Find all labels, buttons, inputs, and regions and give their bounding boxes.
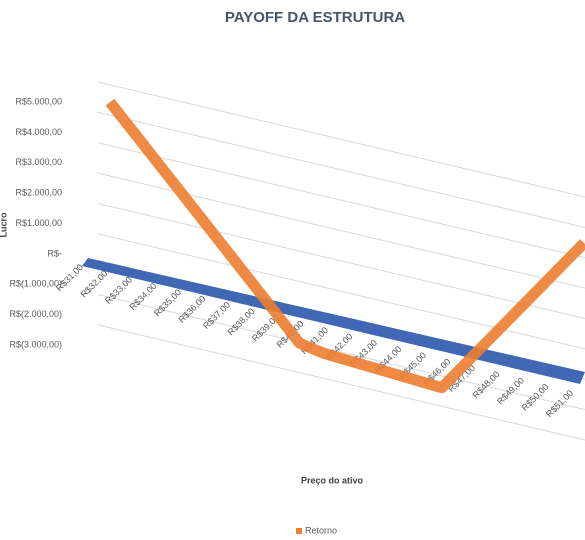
x-tick-label: R$36,00 [176, 294, 207, 325]
y-tick-label: R$4.000,00 [15, 127, 62, 137]
x-tick-label: R$37,00 [201, 300, 232, 331]
y-axis-label: Lucro [0, 212, 8, 238]
x-tick-label: R$31,00 [54, 262, 85, 293]
y-tick-label: R$- [47, 248, 62, 258]
grid-line [97, 111, 585, 228]
y-tick-label: R$3.000,00 [15, 157, 62, 167]
grid-line [97, 324, 585, 441]
legend-swatch [296, 528, 302, 534]
grid-line [97, 172, 585, 289]
x-tick-label: R$33,00 [103, 275, 134, 306]
chart-title: PAYOFF DA ESTRUTURA [225, 9, 405, 26]
floor-band [82, 258, 585, 384]
legend-label: Retorno [305, 525, 337, 535]
x-tick-label: R$32,00 [78, 268, 109, 299]
grid-line [97, 142, 585, 259]
x-tick-label: R$48,00 [470, 369, 501, 400]
x-tick-label: R$38,00 [225, 306, 256, 337]
y-tick-label: R$(3.000,00) [9, 339, 62, 349]
x-tick-label: R$50,00 [519, 382, 550, 413]
y-tick-label: R$2.000,00 [15, 188, 62, 198]
grid-line [97, 294, 585, 411]
x-tick-label: R$51,00 [544, 388, 575, 419]
y-tick-label: R$(2.000,00) [9, 309, 62, 319]
y-tick-label: R$(1.000,00) [9, 279, 62, 289]
x-axis-label: Preço do ativo [301, 475, 364, 485]
y-tick-label: R$5.000,00 [15, 96, 62, 106]
series-line [105, 98, 585, 394]
grid-line [97, 203, 585, 319]
x-tick-label: R$49,00 [495, 375, 526, 406]
grid-line [97, 81, 585, 198]
y-tick-label: R$1.000,00 [15, 218, 62, 228]
